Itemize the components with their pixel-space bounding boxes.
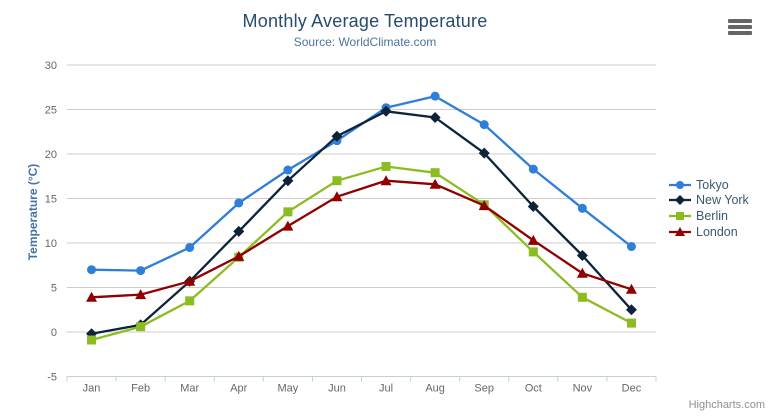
data-point-marker[interactable] [282, 220, 294, 231]
data-point-marker[interactable] [576, 267, 588, 278]
data-point-marker[interactable] [135, 289, 147, 300]
series-tokyo [87, 91, 636, 276]
series-line[interactable] [90, 179, 633, 299]
y-axis-label: 20 [45, 149, 57, 161]
series-line[interactable] [90, 95, 633, 272]
x-axis-label: May [277, 383, 298, 395]
diamond-legend-marker-icon [669, 195, 691, 206]
circle-legend-marker-icon [669, 180, 691, 189]
data-point-marker[interactable] [528, 164, 538, 174]
data-point-marker[interactable] [87, 265, 97, 275]
data-point-marker[interactable] [625, 304, 637, 316]
legend-item-tokyo[interactable]: Tokyo [669, 177, 749, 193]
data-point-marker[interactable] [577, 203, 587, 213]
data-point-marker[interactable] [233, 250, 245, 261]
x-axis-label: Aug [425, 383, 445, 395]
series-line[interactable] [90, 165, 633, 342]
data-point-marker[interactable] [136, 266, 146, 276]
x-axis-label: Mar [180, 383, 199, 395]
hamburger-bar [728, 25, 752, 29]
legend-item-label: New York [696, 193, 749, 208]
chart-subtitle: Source: WorldClimate.com [293, 35, 437, 49]
y-axis-label: -5 [47, 372, 57, 384]
legend: Tokyo New York Berlin London [669, 177, 749, 239]
data-point-marker[interactable] [283, 165, 293, 175]
x-axis-label: Dec [622, 383, 642, 395]
series-line[interactable] [90, 110, 633, 335]
chart-title: Monthly Average Temperature [242, 11, 488, 31]
legend-item-london[interactable]: London [669, 224, 749, 240]
data-point-marker[interactable] [86, 291, 98, 302]
legend-item-label: London [696, 224, 738, 239]
x-axis-label: Jun [328, 383, 346, 395]
data-point-marker[interactable] [528, 247, 538, 257]
credits-link[interactable]: Highcharts.com [688, 399, 765, 411]
data-point-marker[interactable] [675, 195, 685, 206]
y-axis-title: Temperature (°C) [26, 163, 40, 261]
data-point-marker[interactable] [429, 112, 441, 124]
data-point-marker[interactable] [136, 322, 146, 332]
data-point-marker[interactable] [625, 283, 637, 294]
data-point-marker[interactable] [675, 226, 685, 236]
x-axis-label: Feb [131, 383, 150, 395]
data-point-marker[interactable] [331, 130, 343, 142]
series-new-york [86, 105, 637, 340]
data-point-marker[interactable] [527, 234, 539, 245]
data-point-marker[interactable] [478, 200, 490, 211]
data-point-marker[interactable] [282, 175, 294, 187]
hamburger-bar [728, 19, 752, 23]
x-axis-label: Jul [379, 383, 393, 395]
x-axis-label: Jan [83, 383, 101, 395]
data-point-marker[interactable] [332, 176, 342, 186]
data-point-marker[interactable] [626, 318, 636, 328]
x-axis-label: Nov [573, 383, 593, 395]
hamburger-menu-icon[interactable] [728, 17, 752, 37]
data-point-marker[interactable] [185, 242, 195, 252]
hamburger-bar [728, 31, 752, 35]
data-point-marker[interactable] [430, 168, 440, 178]
x-axis-label: Apr [230, 383, 247, 395]
data-point-marker[interactable] [185, 296, 195, 306]
data-point-marker[interactable] [527, 201, 539, 213]
data-point-marker[interactable] [577, 292, 587, 302]
triangle-legend-marker-icon [669, 226, 691, 236]
data-point-marker[interactable] [381, 161, 391, 171]
data-point-marker[interactable] [430, 91, 440, 101]
data-point-marker[interactable] [626, 242, 636, 252]
data-point-marker[interactable] [87, 335, 97, 345]
y-axis-label: 10 [45, 238, 57, 250]
y-axis-label: 15 [45, 194, 57, 206]
y-axis-label: 30 [45, 60, 57, 72]
x-axis-label: Sep [474, 383, 494, 395]
data-point-marker[interactable] [429, 178, 441, 189]
data-point-marker[interactable] [184, 275, 196, 286]
legend-item-new-york[interactable]: New York [669, 193, 749, 209]
data-point-marker[interactable] [283, 207, 293, 217]
x-axis-label: Oct [525, 383, 542, 395]
y-axis-label: 25 [45, 105, 57, 117]
legend-item-berlin[interactable]: Berlin [669, 208, 749, 224]
data-point-marker[interactable] [676, 180, 684, 189]
data-point-marker[interactable] [380, 105, 392, 117]
data-point-marker[interactable] [479, 120, 489, 130]
data-point-marker[interactable] [234, 198, 244, 208]
data-point-marker[interactable] [676, 211, 684, 220]
series-london [86, 175, 637, 302]
y-axis-label: 0 [51, 327, 57, 339]
data-point-marker[interactable] [478, 147, 490, 159]
legend-item-label: Berlin [696, 208, 728, 223]
data-point-marker[interactable] [331, 191, 343, 202]
legend-item-label: Tokyo [696, 177, 729, 192]
y-axis-label: 5 [51, 283, 57, 295]
data-point-marker[interactable] [380, 175, 392, 186]
square-legend-marker-icon [669, 211, 691, 220]
data-point-marker[interactable] [576, 249, 588, 261]
data-point-marker[interactable] [233, 225, 245, 237]
